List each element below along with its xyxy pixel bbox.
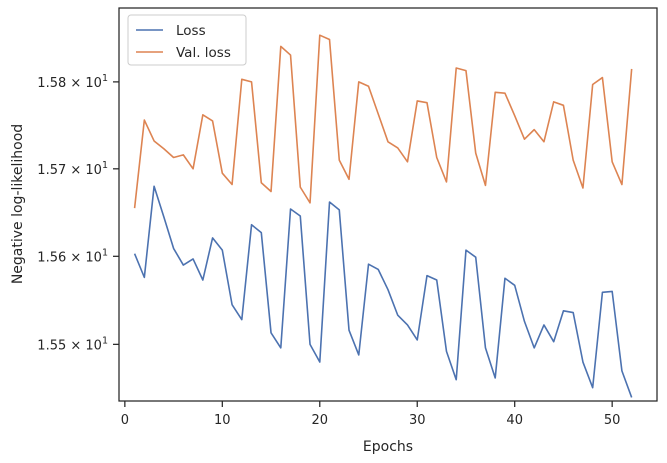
- y-tick-label: 1.57 × 101: [37, 160, 108, 178]
- plot-background: [119, 8, 657, 401]
- plot-frame: [118, 7, 658, 402]
- series-line-0: [133, 185, 633, 398]
- legend-label-loss: Loss: [176, 23, 206, 39]
- y-tick-label: 1.56 × 101: [37, 247, 108, 265]
- y-tick-label: 1.58 × 101: [37, 73, 108, 91]
- y-axis-label: Negative log-likelihood: [10, 124, 26, 284]
- legend-label-val-loss: Val. loss: [176, 45, 231, 61]
- y-tick-label: 1.55 × 101: [37, 335, 108, 353]
- x-tick-label: 40: [506, 413, 523, 428]
- x-tick-label: 20: [312, 413, 329, 428]
- x-axis: 0 10 20 30 40 50: [121, 401, 621, 428]
- legend: Loss Val. loss: [127, 14, 247, 66]
- x-tick-label: 10: [214, 413, 231, 428]
- x-axis-label: Epochs: [363, 439, 413, 455]
- x-tick-label: 50: [604, 413, 621, 428]
- x-tick-label: 0: [121, 413, 129, 428]
- x-tick-label: 30: [409, 413, 426, 428]
- series-layer: [133, 34, 633, 398]
- y-axis: 1.55 × 101 1.56 × 101 1.57 × 101 1.58 × 101: [37, 73, 119, 353]
- series-line-1: [133, 34, 633, 209]
